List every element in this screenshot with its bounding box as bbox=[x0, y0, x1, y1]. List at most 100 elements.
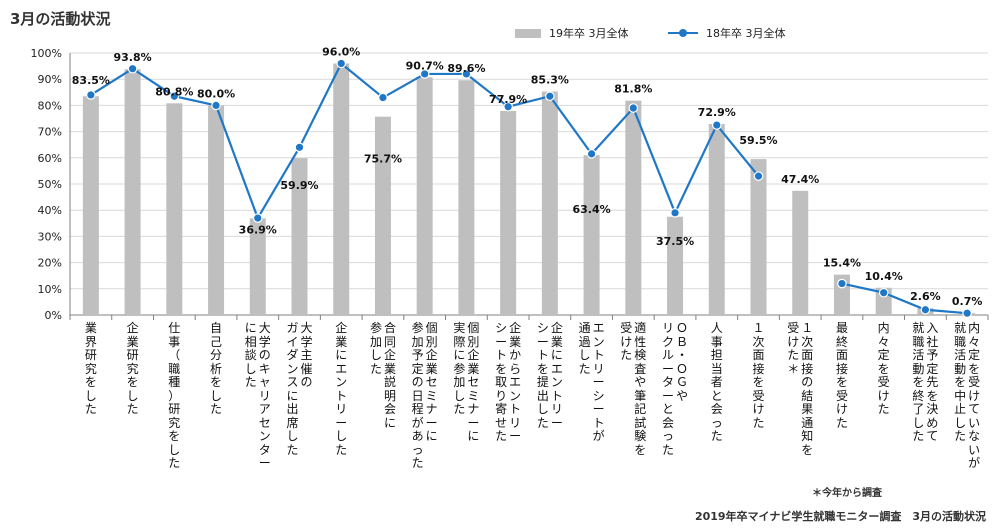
bar bbox=[249, 218, 266, 315]
y-tick-label: 70% bbox=[38, 126, 62, 139]
x-tick-label: 最終面接を受けた bbox=[835, 321, 848, 430]
data-label: 0.7% bbox=[952, 295, 983, 308]
x-tick-label: 個別企業セミナーに bbox=[467, 321, 480, 443]
line-point bbox=[628, 103, 639, 113]
bar bbox=[541, 91, 558, 315]
line-point bbox=[586, 149, 597, 159]
line-point bbox=[545, 91, 555, 102]
data-label: 80.0% bbox=[197, 87, 235, 100]
data-label: 77.9% bbox=[489, 93, 527, 106]
legend-bar: 19年卒 3月全体 bbox=[515, 25, 629, 41]
x-tick-label: 個別企業セミナーに bbox=[425, 321, 438, 443]
line-point bbox=[252, 213, 263, 223]
y-tick-label: 30% bbox=[38, 230, 62, 243]
x-tick-label: 仕事（職種）研究をした bbox=[168, 321, 181, 470]
line-point bbox=[962, 308, 972, 318]
line-point bbox=[336, 58, 347, 69]
x-tick-label: 通過した bbox=[578, 321, 591, 376]
data-label: 37.5% bbox=[656, 235, 694, 248]
bar bbox=[792, 190, 809, 315]
data-label: 47.4% bbox=[781, 173, 819, 186]
legend-line-label: 18年卒 3月全体 bbox=[706, 27, 786, 40]
x-tick-label: 自己分析をした bbox=[210, 321, 223, 416]
data-label: 10.4% bbox=[865, 270, 903, 283]
bar bbox=[708, 124, 725, 315]
y-tick-label: 0% bbox=[45, 309, 62, 322]
legend-bar-label: 19年卒 3月全体 bbox=[549, 27, 629, 40]
data-label: 15.4% bbox=[823, 257, 861, 270]
x-tick-label: 受けた＊ bbox=[787, 321, 800, 376]
x-tick-label: シートを提出した bbox=[536, 321, 549, 430]
bar bbox=[208, 105, 225, 316]
line-point bbox=[378, 92, 388, 103]
x-tick-label: 適性検査や筆記試験を bbox=[634, 321, 647, 457]
bar bbox=[416, 77, 433, 315]
x-tick-label: 企業にエントリー bbox=[550, 321, 563, 430]
data-label: 2.6% bbox=[910, 290, 941, 303]
y-tick-label: 80% bbox=[38, 99, 62, 112]
data-label: 96.0% bbox=[322, 45, 360, 58]
bar bbox=[124, 69, 141, 315]
y-tick-label: 10% bbox=[38, 283, 62, 296]
data-label: 93.8% bbox=[114, 51, 152, 64]
data-label: 83.5% bbox=[72, 74, 110, 87]
x-tick-label: 受けた bbox=[620, 321, 633, 362]
line-point bbox=[294, 142, 305, 153]
y-tick-label: 20% bbox=[38, 257, 62, 270]
bar bbox=[750, 159, 767, 315]
bar bbox=[166, 103, 183, 315]
y-tick-label: 90% bbox=[38, 73, 62, 86]
data-label: 59.9% bbox=[280, 179, 318, 192]
data-label: 90.7% bbox=[406, 59, 444, 72]
x-tick-label: エントリーシートが bbox=[592, 321, 605, 443]
bar bbox=[583, 155, 600, 315]
line-point bbox=[878, 287, 889, 298]
bar bbox=[625, 100, 642, 316]
source-note: 2019年卒マイナビ学生就職モニター調査 3月の活動状況 bbox=[694, 510, 986, 523]
line-series bbox=[841, 282, 968, 315]
x-tick-label: シートを取り寄せた bbox=[495, 321, 508, 443]
x-tick-label: 業界研究をした bbox=[84, 321, 97, 416]
line-point bbox=[419, 69, 430, 79]
line-point bbox=[86, 90, 96, 100]
bar bbox=[458, 80, 475, 315]
x-tick-label: 大学のキャリアセンター bbox=[258, 321, 271, 470]
x-tick-label: 大学主催の bbox=[300, 321, 313, 389]
line-point bbox=[461, 69, 472, 79]
data-label: 63.4% bbox=[573, 203, 611, 216]
chart-title: 3月の活動状況 bbox=[10, 10, 111, 28]
legend-line-swatch bbox=[668, 28, 698, 38]
footnote: ＊今年から調査 bbox=[812, 488, 882, 499]
bar bbox=[82, 96, 99, 315]
bar bbox=[333, 63, 350, 316]
legend-bar-swatch bbox=[515, 28, 541, 38]
data-label: 80.8% bbox=[155, 85, 193, 98]
x-tick-label: ガイダンスに出席した bbox=[286, 321, 299, 457]
bar bbox=[500, 110, 517, 315]
x-tick-label: リクルーターと会った bbox=[662, 321, 675, 457]
data-label: 89.6% bbox=[447, 62, 485, 75]
y-tick-label: 60% bbox=[38, 152, 62, 165]
x-tick-label: 内々定を受けた bbox=[877, 321, 890, 416]
line-point bbox=[211, 100, 221, 111]
line-point bbox=[670, 208, 680, 218]
line-point bbox=[127, 63, 138, 74]
x-tick-label: 参加した bbox=[369, 321, 382, 376]
data-label: 72.9% bbox=[698, 106, 736, 119]
bar bbox=[291, 158, 308, 315]
x-tick-label: 入社予定先を決めて bbox=[926, 321, 939, 443]
data-label: 59.5% bbox=[739, 134, 777, 147]
x-tick-label: 企業にエントリーした bbox=[335, 321, 348, 457]
data-label: 75.7% bbox=[364, 153, 402, 166]
bar bbox=[374, 116, 391, 315]
x-tick-label: 内々定を受けていないが bbox=[968, 321, 981, 470]
line-point bbox=[753, 171, 764, 181]
x-tick-label: 参加予定の日程があった bbox=[411, 321, 424, 470]
y-tick-label: 50% bbox=[38, 178, 62, 191]
x-tick-label: 就職活動を中止した bbox=[954, 321, 967, 443]
line-point bbox=[837, 278, 847, 289]
x-tick-label: 合同企業説明会に bbox=[383, 321, 396, 430]
